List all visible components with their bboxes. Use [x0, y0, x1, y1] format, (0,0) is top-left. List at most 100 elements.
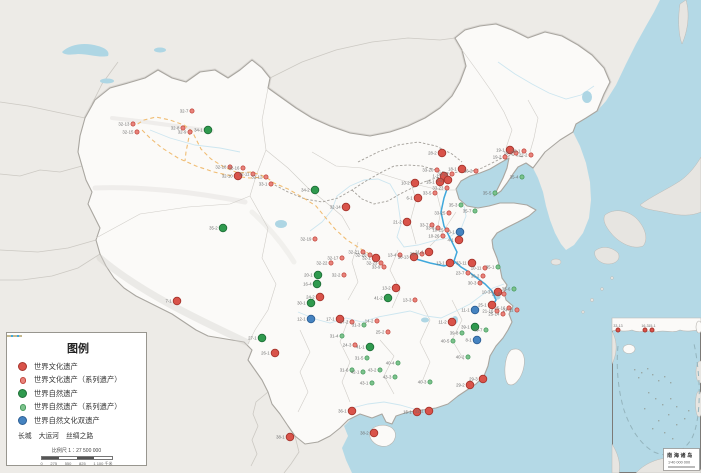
world-cultural-heritage-dot	[424, 247, 434, 257]
heritage-site-code: 10-34	[482, 290, 494, 295]
heritage-site-code: 32-21	[348, 250, 360, 255]
world-cultural-heritage-serial-dot	[506, 305, 512, 311]
world-cultural-heritage-serial-dot	[130, 121, 136, 127]
heritage-site-code: 12-1	[297, 317, 306, 322]
legend-silk-road-line-icon	[7, 335, 22, 337]
world-cultural-heritage-serial-dot	[440, 233, 446, 239]
world-natural-heritage-serial-dot	[392, 374, 398, 380]
heritage-site-code: 33-23	[432, 186, 444, 191]
heritage-site-code: 16-4	[303, 282, 312, 287]
world-cultural-heritage-serial-dot	[473, 168, 479, 174]
world-cultural-heritage-serial-dot	[328, 260, 334, 266]
heritage-site-code: 24-3	[343, 343, 352, 348]
world-cultural-heritage-dot	[233, 171, 243, 181]
heritage-site-code: 4-1	[447, 238, 454, 243]
world-natural-heritage-serial-dot	[483, 327, 489, 333]
world-natural-heritage-dot	[470, 322, 480, 332]
silk-road-line	[135, 116, 377, 259]
heritage-site-code: 32-16	[228, 166, 240, 171]
islet	[638, 377, 640, 379]
world-natural-heritage-serial-dot	[360, 369, 366, 375]
heritage-site-code: 40-7	[474, 328, 483, 333]
heritage-site-code: 21-2	[393, 220, 402, 225]
inset-philippines	[695, 390, 701, 418]
islet	[644, 408, 646, 410]
islet	[688, 410, 690, 412]
heritage-site-code: 31-3	[352, 323, 361, 328]
inset-vietnam-coast	[611, 330, 617, 365]
heritage-site-code: 10-2	[401, 181, 410, 186]
world-cultural-heritage-dot	[270, 348, 280, 358]
world-natural-heritage-dot	[203, 125, 213, 135]
heritage-site-code: 19-2	[493, 155, 502, 160]
japan-honshu	[639, 156, 701, 216]
world-cultural-heritage-serial-dot	[180, 125, 186, 131]
legend-panel: 图例 世界文化遗产 世界文化遗产（系列遗产） 世界自然遗产 世界自然遗产（系列遗产）世…	[6, 332, 147, 466]
world-natural-heritage-serial-dot	[465, 354, 471, 360]
heritage-site-code: 14-2	[365, 319, 374, 324]
lake-khanka	[582, 91, 592, 103]
tarim-river	[149, 129, 241, 153]
lake-zaysan	[154, 47, 166, 53]
world-natural-heritage-serial-dot	[495, 264, 501, 270]
world-mixed-heritage-dot	[470, 305, 480, 315]
legend-item-label: 世界文化遗产	[34, 361, 78, 371]
heritage-site-code: 32-12	[251, 175, 263, 180]
islet	[652, 428, 654, 430]
japan-kyushu	[603, 210, 647, 248]
heritage-site-code: 35-4	[510, 175, 519, 180]
grand-canal-line	[440, 185, 497, 307]
heritage-site-code: 35-7	[463, 209, 472, 214]
world-cultural-heritage-dot	[457, 164, 467, 174]
world-cultural-heritage-serial-dot	[501, 291, 507, 297]
world-natural-heritage-dot	[312, 279, 322, 289]
world-cultural-heritage-serial-dot	[189, 108, 195, 114]
heritage-site-code: 26-1	[261, 351, 270, 356]
heritage-site-code: 33-7	[420, 223, 429, 228]
heritage-site-code: 10-25	[432, 228, 444, 233]
great-wall-line	[270, 154, 525, 203]
heritage-site-code: 16-1	[426, 180, 435, 185]
inset-taiwan	[695, 320, 701, 334]
world-cultural-heritage-dot	[347, 406, 357, 416]
inset-scale: 1∶40 000 000	[668, 461, 690, 465]
heritage-site-code: 22-2	[519, 153, 528, 158]
heritage-site-code: 41-2	[374, 296, 383, 301]
world-cultural-heritage-serial-dot	[514, 307, 520, 313]
world-natural-heritage-serial-dot	[364, 355, 370, 361]
islet	[658, 380, 660, 382]
heritage-site-code: 38-1	[276, 435, 285, 440]
legend-item-great-wall: 长城	[7, 335, 32, 440]
heritage-site-code: 13-2	[382, 286, 391, 291]
scale-tick: 0	[40, 461, 43, 466]
heritage-site-code: 11-1	[461, 308, 470, 313]
islet	[676, 406, 678, 408]
rivers	[149, 61, 595, 410]
heritage-site-code: 43-1	[360, 381, 369, 386]
world-cultural-heritage-dot	[447, 317, 457, 327]
world-cultural-heritage-serial-dot	[339, 255, 345, 261]
heritage-site-code: 32-9	[178, 130, 187, 135]
world-cultural-heritage-serial-dot	[240, 165, 246, 171]
great-wall-line	[351, 176, 445, 205]
islet	[672, 438, 674, 440]
heritage-site-code: 8-1	[465, 338, 472, 343]
world-cultural-heritage-serial-dot	[250, 171, 256, 177]
world-natural-heritage-serial-dot	[458, 202, 464, 208]
legend-c-dot-icon	[18, 362, 27, 372]
legend-ns-dot-icon	[19, 404, 26, 411]
legend-item-c: 世界文化遗产	[7, 360, 146, 374]
scale-tick: 1 100 千米	[93, 461, 113, 466]
world-cultural-heritage-serial-dot	[528, 152, 534, 158]
world-cultural-heritage-serial-dot	[482, 265, 488, 271]
ryukyu-island	[581, 310, 585, 314]
heritage-site-code: 31-4	[330, 334, 339, 339]
heritage-site-code: 18-2	[504, 151, 513, 156]
world-natural-heritage-dot	[257, 333, 267, 343]
heritage-site-code: 33-5	[423, 191, 432, 196]
heritage-site-code: 32-22	[316, 261, 328, 266]
world-cultural-heritage-dot	[335, 314, 345, 324]
heritage-site-code: 7-1	[165, 299, 172, 304]
heritage-site-code: 41-1	[356, 345, 365, 350]
